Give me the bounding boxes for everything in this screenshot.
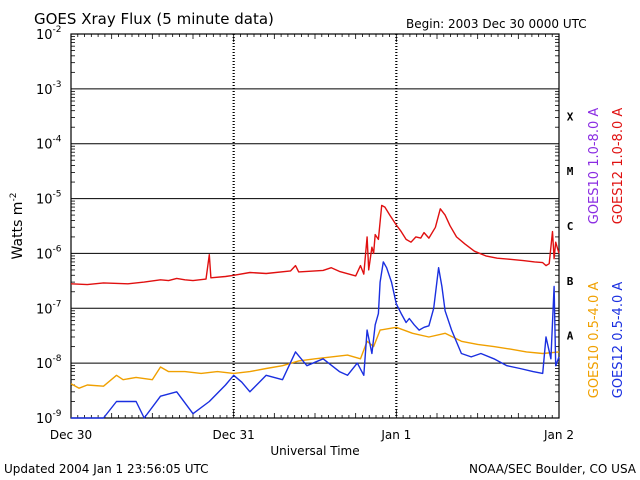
- footer-updated: Updated 2004 Jan 1 23:56:05 UTC: [4, 462, 209, 476]
- plot-area: [70, 33, 560, 419]
- flare-class-labels: X M C B A: [567, 110, 574, 342]
- y-tick-label: 10-7: [36, 299, 62, 317]
- footer-credit: NOAA/SEC Boulder, CO USA: [469, 462, 637, 476]
- x-tick-label: Jan 1: [380, 428, 411, 442]
- right-legend-bottom: GOES10 0.5-4.0 A GOES12 0.5-4.0 A: [587, 282, 626, 399]
- y-minor-ticks: [71, 36, 559, 402]
- series-line-goes12-1-0-8-0-a: [70, 204, 560, 286]
- y-tick-label: 10-2: [36, 25, 62, 43]
- begin-label: Begin: 2003 Dec 30 0000 UTC: [406, 17, 587, 31]
- x-tick-labels: Dec 30 Dec 31 Jan 1 Jan 2: [50, 428, 574, 442]
- svg-text:Watts m-2: Watts m-2: [9, 193, 26, 260]
- decade-grid-lines: [71, 88, 559, 364]
- y-tick-labels: 10-2 10-3 10-4 10-5 10-6 10-7 10-8 10-9: [36, 25, 62, 427]
- flare-class-x: X: [567, 110, 574, 123]
- series-layer: [70, 204, 560, 419]
- x-tick-label: Dec 31: [213, 428, 255, 442]
- flare-class-a: A: [567, 330, 574, 343]
- legend-goes12-1-0-8-0-a: GOES12 1.0-8.0 A: [611, 108, 626, 225]
- x-axis-label: Universal Time: [270, 444, 359, 458]
- y-tick-label: 10-6: [36, 244, 62, 262]
- right-legend-top: GOES10 1.0-8.0 A GOES12 1.0-8.0 A: [587, 108, 626, 225]
- legend-goes12-0-5-4-0-a: GOES12 0.5-4.0 A: [611, 282, 626, 399]
- x-tick-label: Dec 30: [50, 428, 92, 442]
- y-tick-label: 10-3: [36, 80, 62, 98]
- legend-goes10-1-0-8-0-a: GOES10 1.0-8.0 A: [587, 108, 602, 225]
- series-line-goes10-0-5-4-0-a: [70, 326, 560, 389]
- flare-class-c: C: [567, 220, 574, 233]
- y-tick-label: 10-8: [36, 354, 62, 372]
- y-axis-label: Watts m-2: [9, 193, 26, 260]
- y-tick-label: 10-5: [36, 190, 62, 208]
- y-tick-label: 10-9: [36, 409, 62, 427]
- y-tick-label: 10-4: [36, 135, 62, 153]
- legend-goes10-0-5-4-0-a: GOES10 0.5-4.0 A: [587, 282, 602, 399]
- flare-class-m: M: [567, 165, 574, 178]
- x-tick-label: Jan 2: [543, 428, 574, 442]
- chart-title: GOES Xray Flux (5 minute data): [34, 10, 274, 28]
- flare-class-b: B: [567, 275, 574, 288]
- series-line-goes12-0-5-4-0-a: [71, 261, 560, 419]
- y-axis-label-superscript: -2: [9, 193, 19, 202]
- y-axis-label-text: Watts m: [10, 202, 26, 260]
